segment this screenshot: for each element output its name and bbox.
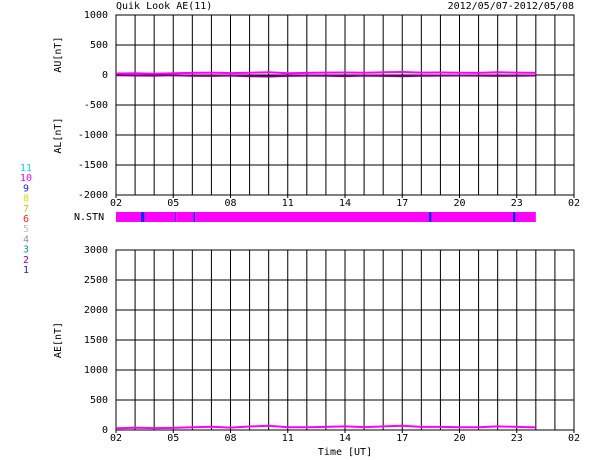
station-legend-label: 2 bbox=[23, 255, 29, 266]
x-tick-label: 20 bbox=[453, 198, 465, 209]
station-legend-label: 11 bbox=[20, 163, 32, 174]
data-line bbox=[115, 74, 536, 78]
x-tick-label: 02 bbox=[568, 433, 580, 444]
station-segment bbox=[193, 212, 196, 222]
x-tick-label: 11 bbox=[282, 433, 294, 444]
y-tick-label: 2000 bbox=[84, 305, 108, 316]
x-tick-label: 20 bbox=[453, 433, 465, 444]
chart-title: Quik Look AE(11) bbox=[116, 1, 212, 12]
y-tick-label: 500 bbox=[90, 40, 108, 51]
station-legend-label: 7 bbox=[23, 204, 29, 215]
y-axis-label: AU[nT] bbox=[53, 37, 64, 73]
x-tick-label: 23 bbox=[511, 198, 523, 209]
data-line bbox=[115, 70, 536, 75]
y-axis-label: AL[nT] bbox=[53, 118, 64, 154]
x-tick-label: 02 bbox=[568, 198, 580, 209]
x-tick-label: 23 bbox=[511, 433, 523, 444]
station-segment bbox=[512, 212, 516, 222]
y-tick-label: 0 bbox=[102, 70, 108, 81]
y-tick-label: -2000 bbox=[78, 190, 108, 201]
station-legend-label: 6 bbox=[23, 214, 29, 225]
y-tick-label: 1000 bbox=[84, 365, 108, 376]
y-tick-label: -1000 bbox=[78, 130, 108, 141]
y-tick-label: 1000 bbox=[84, 10, 108, 21]
station-segment bbox=[140, 212, 145, 222]
y-axis-label: AE[nT] bbox=[53, 322, 64, 358]
station-segment bbox=[428, 212, 432, 222]
station-legend-label: 10 bbox=[20, 173, 32, 184]
y-tick-label: 0 bbox=[102, 425, 108, 436]
x-tick-label: 14 bbox=[339, 433, 351, 444]
x-tick-label: 17 bbox=[396, 433, 408, 444]
chart-subtitle: 2012/05/07-2012/05/08 bbox=[448, 1, 574, 12]
x-tick-label: 05 bbox=[167, 198, 179, 209]
station-segment bbox=[116, 212, 141, 222]
x-axis-label: Time [UT] bbox=[318, 447, 372, 458]
station-legend-label: 8 bbox=[23, 194, 29, 205]
station-segment bbox=[144, 212, 176, 222]
station-legend-label: 9 bbox=[23, 183, 29, 194]
station-segment bbox=[176, 212, 194, 222]
station-segment bbox=[515, 212, 536, 222]
x-tick-label: 02 bbox=[110, 433, 122, 444]
y-tick-label: -500 bbox=[84, 100, 108, 111]
y-tick-label: 2500 bbox=[84, 275, 108, 286]
station-legend-label: 5 bbox=[23, 224, 29, 235]
station-legend-label: 1 bbox=[23, 265, 29, 276]
plot-frame bbox=[115, 14, 575, 196]
y-tick-label: 1500 bbox=[84, 335, 108, 346]
y-axis-label: N.STN bbox=[74, 212, 104, 223]
station-segment bbox=[431, 212, 513, 222]
station-legend-label: 4 bbox=[23, 234, 29, 245]
station-legend-label: 3 bbox=[23, 245, 29, 256]
y-tick-label: 3000 bbox=[84, 245, 108, 256]
x-tick-label: 11 bbox=[282, 198, 294, 209]
x-tick-label: 14 bbox=[339, 198, 351, 209]
y-tick-label: -1500 bbox=[78, 160, 108, 171]
x-tick-label: 08 bbox=[224, 198, 236, 209]
x-tick-label: 05 bbox=[167, 433, 179, 444]
plot-frame bbox=[115, 249, 575, 431]
y-tick-label: 500 bbox=[90, 395, 108, 406]
x-tick-label: 17 bbox=[396, 198, 408, 209]
x-tick-label: 02 bbox=[110, 198, 122, 209]
station-segment bbox=[195, 212, 429, 222]
station-segment bbox=[175, 212, 177, 222]
x-tick-label: 08 bbox=[224, 433, 236, 444]
data-line bbox=[115, 424, 536, 430]
